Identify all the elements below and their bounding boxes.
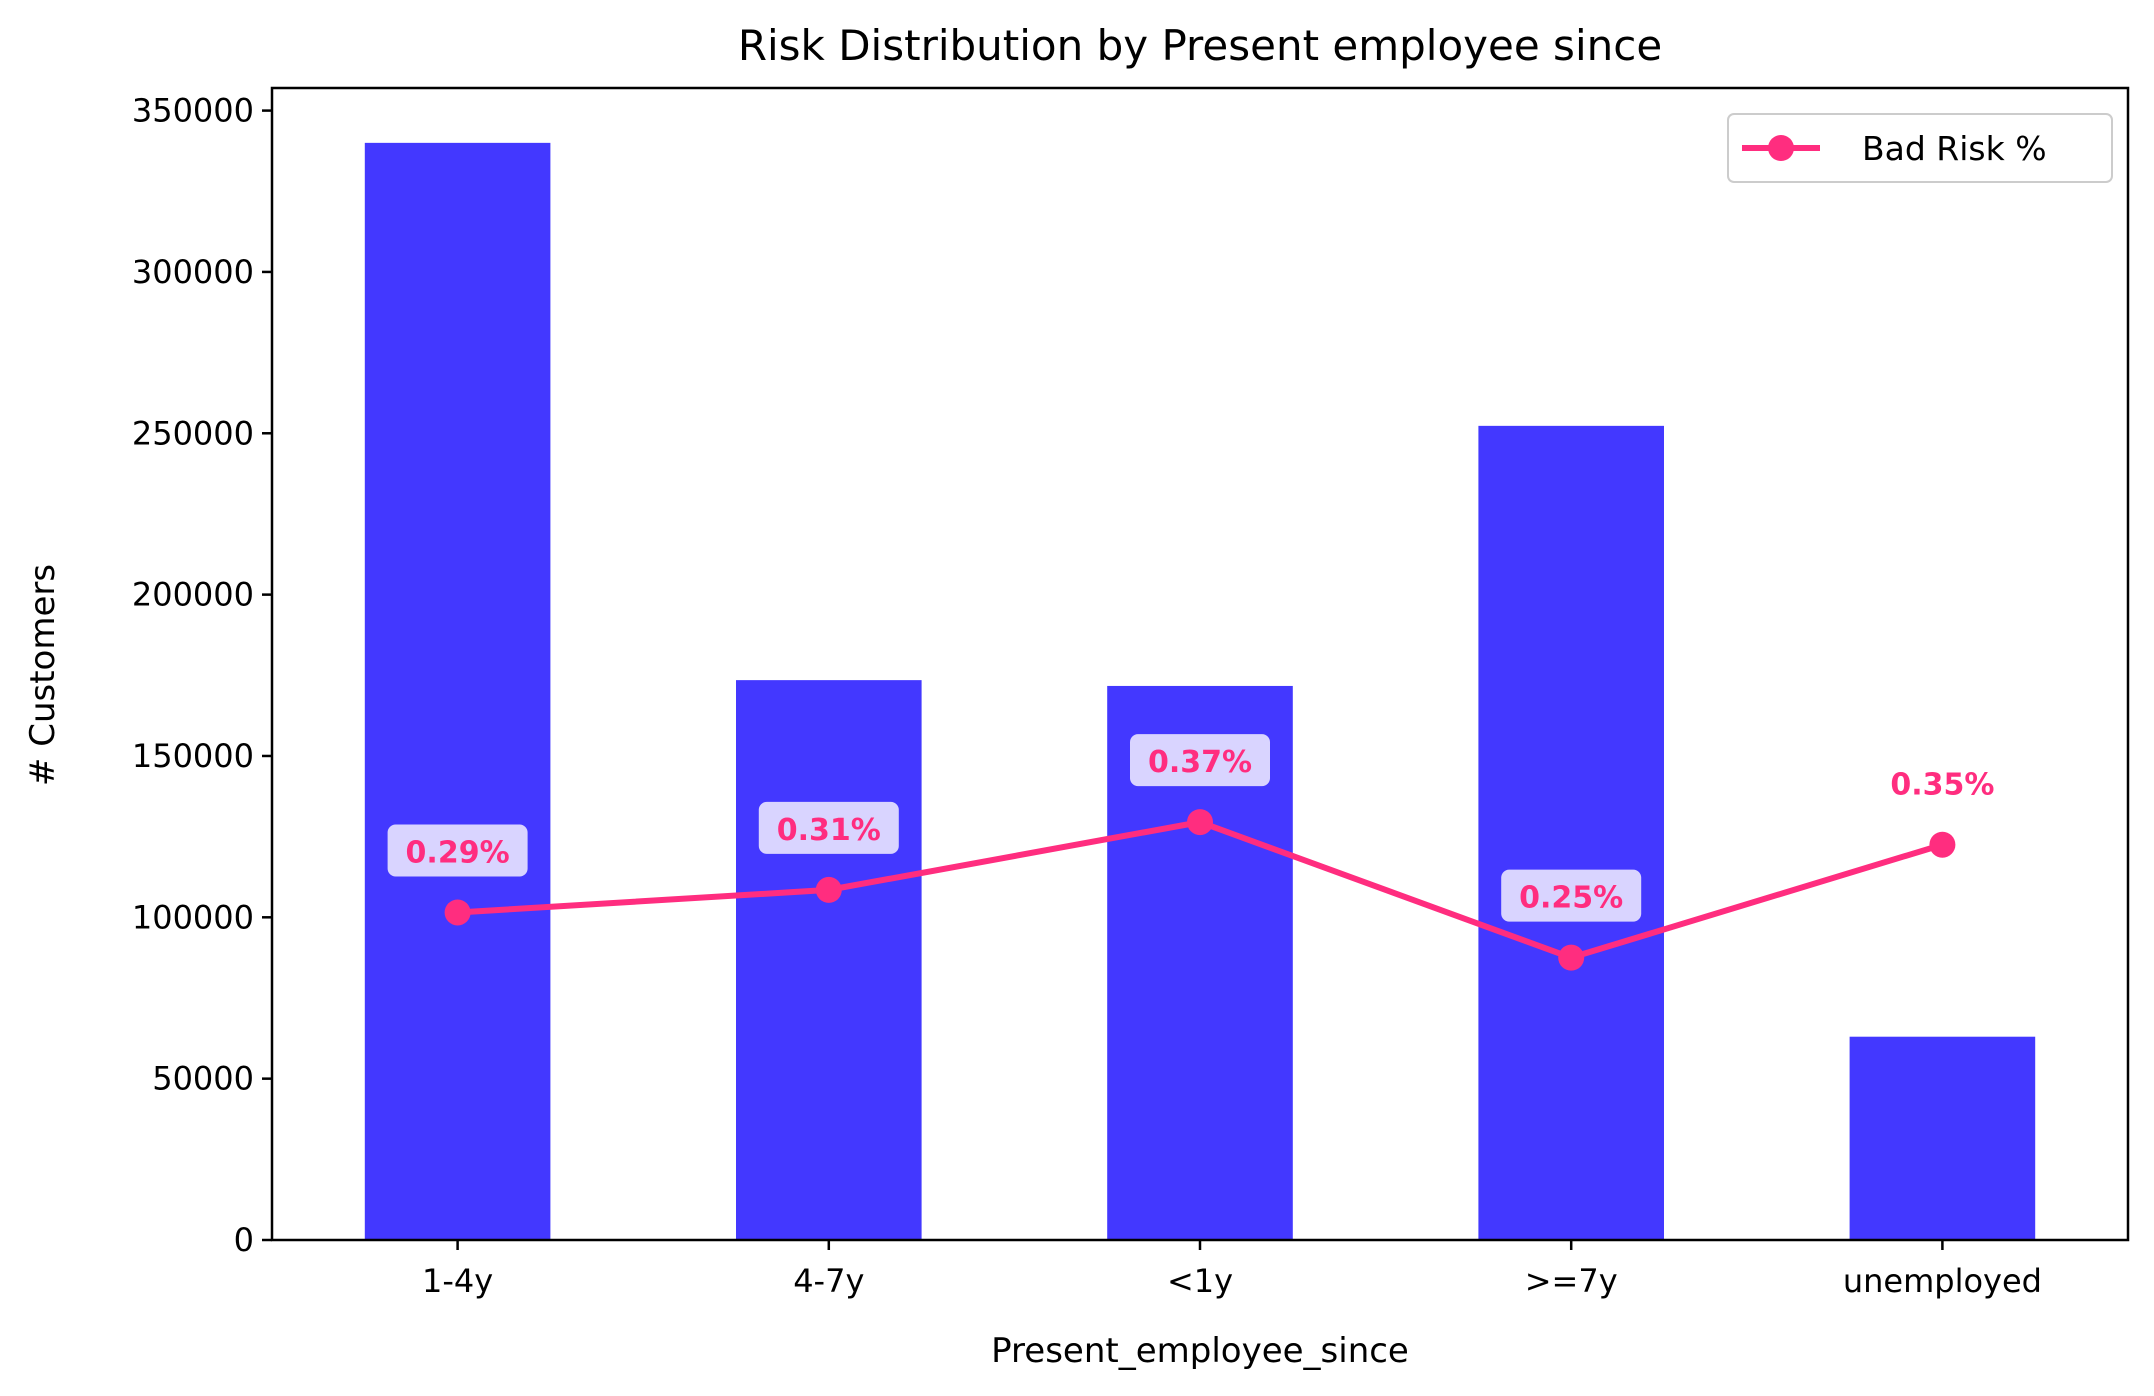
bars-layer — [364, 142, 2036, 1240]
bad-risk-point-unemployed — [1929, 831, 1956, 858]
y-tick-label: 300000 — [132, 253, 254, 291]
axes-layer: 0 50000 100000 150000 200000 250000 300000 3500… — [132, 86, 2130, 1300]
bar->=7y — [1478, 425, 1664, 1240]
x-tick-label: 1-4y — [422, 1262, 493, 1300]
legend-label: Bad Risk % — [1862, 129, 2047, 168]
pct-label-unemployed: 0.35% — [1890, 768, 1994, 803]
line-layer — [444, 809, 1956, 971]
y-tick-label: 350000 — [132, 92, 254, 130]
legend-marker — [1768, 135, 1794, 161]
legend: Bad Risk % — [1727, 113, 2113, 183]
bad-risk-point->=7y — [1558, 944, 1585, 971]
bad-risk-point-1-4y — [444, 899, 471, 926]
x-tick-label: >=7y — [1525, 1262, 1618, 1300]
x-axis-title: Present_employee_since — [991, 1331, 1409, 1371]
y-tick-label: 0 — [234, 1221, 254, 1259]
y-tick-label: 100000 — [132, 898, 254, 936]
x-tick-label: <1y — [1167, 1262, 1233, 1300]
pct-label-box — [758, 801, 899, 854]
pct-label-<1y: 0.37% — [1148, 745, 1252, 780]
bar-4-7y — [736, 680, 922, 1240]
y-axis-title: # Customers — [23, 564, 63, 786]
pct-label-box — [1130, 734, 1270, 787]
y-tick-label: 200000 — [132, 576, 254, 614]
x-tick-label: unemployed — [1843, 1262, 2042, 1300]
bad-risk-point-<1y — [1187, 809, 1213, 836]
pct-label-4-7y: 0.31% — [777, 813, 881, 848]
y-tick-label: 250000 — [132, 414, 254, 452]
bar-1-4y — [364, 142, 551, 1240]
x-tick-label: 4-7y — [793, 1262, 864, 1300]
pct-label-box — [1501, 869, 1642, 922]
bad-risk-point-4-7y — [815, 876, 842, 903]
pct-label->=7y: 0.25% — [1519, 881, 1623, 916]
y-tick-label: 150000 — [132, 737, 254, 775]
legend-box — [1727, 113, 2113, 183]
bar-unemployed — [1849, 1036, 2036, 1240]
pct-label-box — [387, 824, 528, 877]
y-tick-label: 50000 — [152, 1060, 254, 1098]
chart-title: Risk Distribution by Present employee si… — [738, 21, 1662, 70]
labels-layer: 0.29% 0.31% 0.37% 0.25% 0.35% — [387, 734, 1994, 922]
pct-label-1-4y: 0.29% — [406, 835, 510, 870]
